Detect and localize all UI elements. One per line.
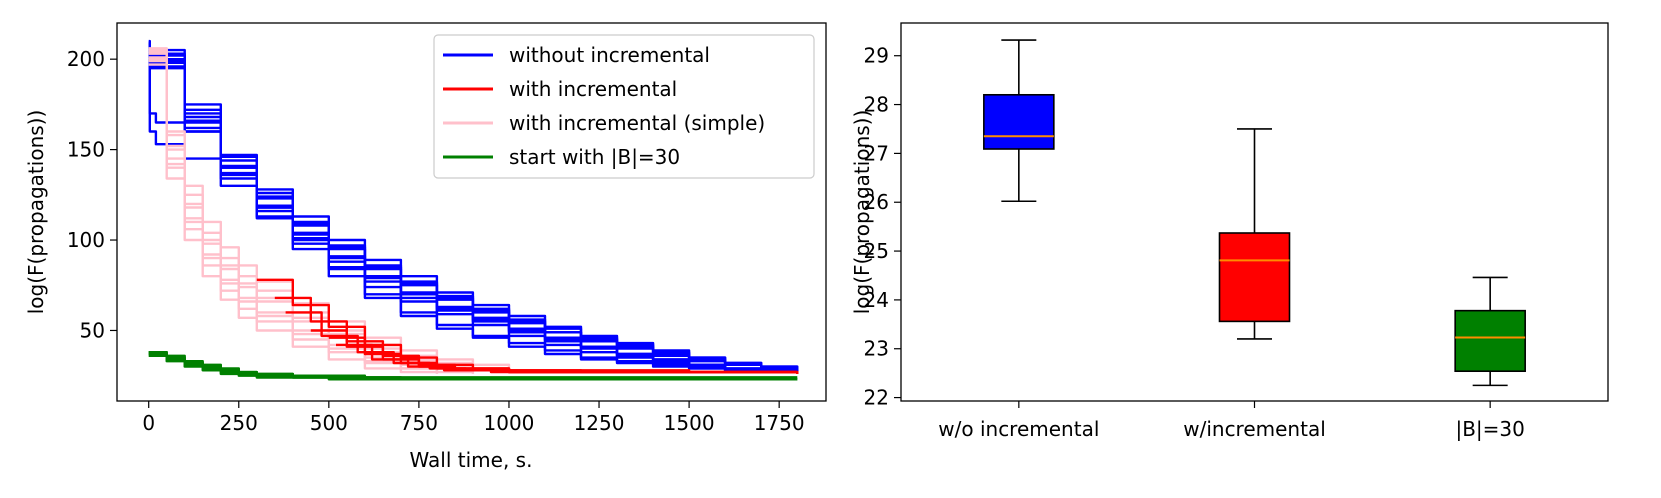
series-line-without-incremental-run-10 <box>148 45 799 373</box>
y-tick-label-27: 27 <box>864 141 889 165</box>
series-start-with-b-30 <box>148 351 798 381</box>
line-chart-x-axis: 0 250 500 750 1000 1250 1500 1750 <box>142 401 805 435</box>
line-chart-y-axis: 50 100 150 200 <box>67 47 117 342</box>
y-tick-label-23: 23 <box>864 337 889 361</box>
box-chart: w/o incremental w/incremental |B|=30 22232… <box>850 22 1609 441</box>
box-w-o-incremental <box>983 39 1055 203</box>
series-line-without-incremental-run-4 <box>148 50 798 374</box>
x-tick-label-1250: 1250 <box>574 411 625 435</box>
x-tick-label-w-o-incremental: w/o incremental <box>938 417 1099 441</box>
box-chart-plot-area <box>983 39 1526 387</box>
legend-label-with-incremental: with incremental <box>509 77 677 101</box>
x-tick-label-500: 500 <box>310 411 348 435</box>
y-tick-label-26: 26 <box>864 190 889 214</box>
y-tick-label-24: 24 <box>864 288 889 312</box>
box-body-b-30 <box>1454 309 1526 373</box>
y-tick-label-28: 28 <box>864 93 889 117</box>
series-line-without-incremental-run-8 <box>148 48 799 373</box>
legend-label-start-with-b30: start with |B|=30 <box>509 145 680 169</box>
line-chart-frame <box>116 22 827 402</box>
x-tick-label-0: 0 <box>142 411 155 435</box>
series-line-with-incremental-run-6 <box>336 343 799 374</box>
y-tick-label-100: 100 <box>67 228 105 252</box>
box-body-w-o-incremental <box>983 93 1055 150</box>
line-chart-plot-area <box>148 39 799 381</box>
x-tick-label-1000: 1000 <box>484 411 535 435</box>
x-tick-label-1750: 1750 <box>754 411 805 435</box>
series-line-start-with-b-30-run-5 <box>148 352 798 381</box>
legend: without incremental with incremental wit… <box>433 34 815 179</box>
legend-item-with-incremental: with incremental <box>443 77 677 101</box>
x-tick-label-750: 750 <box>400 411 438 435</box>
y-tick-label-29: 29 <box>864 44 889 68</box>
legend-box <box>433 34 815 179</box>
box-w-incremental <box>1218 128 1291 340</box>
x-tick-label-w-incremental: w/incremental <box>1183 417 1326 441</box>
y-tick-label-50: 50 <box>80 318 105 342</box>
legend-label-without-incremental: without incremental <box>509 43 710 67</box>
box-chart-y-axis: 22 23 24 25 26 27 28 29 <box>864 44 901 410</box>
box-body-w-incremental <box>1218 232 1291 323</box>
line-chart-x-axis-label: Wall time, s. <box>410 448 533 472</box>
series-with-incremental-simple <box>148 47 511 374</box>
box-chart-x-axis: w/o incremental w/incremental |B|=30 <box>938 401 1525 441</box>
x-tick-label-1500: 1500 <box>664 411 715 435</box>
legend-item-with-incremental-simple: with incremental (simple) <box>443 111 765 135</box>
x-tick-label-250: 250 <box>220 411 258 435</box>
y-tick-label-25: 25 <box>864 239 889 263</box>
box-b-30 <box>1454 276 1526 387</box>
line-chart: 0 250 500 750 1000 1250 1500 1750 50 100 150 200 W… <box>24 22 827 472</box>
box-chart-y-axis-label: log(F(propagations)) <box>850 110 874 315</box>
legend-item-start-with-b30: start with |B|=30 <box>443 145 680 169</box>
series-line-with-incremental-simple-run-8 <box>148 58 439 373</box>
legend-item-without-incremental: without incremental <box>443 43 710 67</box>
line-chart-y-axis-label: log(F(propagations)) <box>24 110 48 315</box>
series-line-without-incremental-run-7 <box>148 45 799 371</box>
x-tick-label-b-30: |B|=30 <box>1455 417 1524 441</box>
y-tick-label-22: 22 <box>864 386 889 410</box>
series-without-incremental <box>148 39 799 374</box>
y-tick-label-150: 150 <box>67 138 105 162</box>
legend-label-with-incremental-simple: with incremental (simple) <box>509 111 765 135</box>
series-with-incremental <box>256 278 799 374</box>
y-tick-label-200: 200 <box>67 47 105 71</box>
